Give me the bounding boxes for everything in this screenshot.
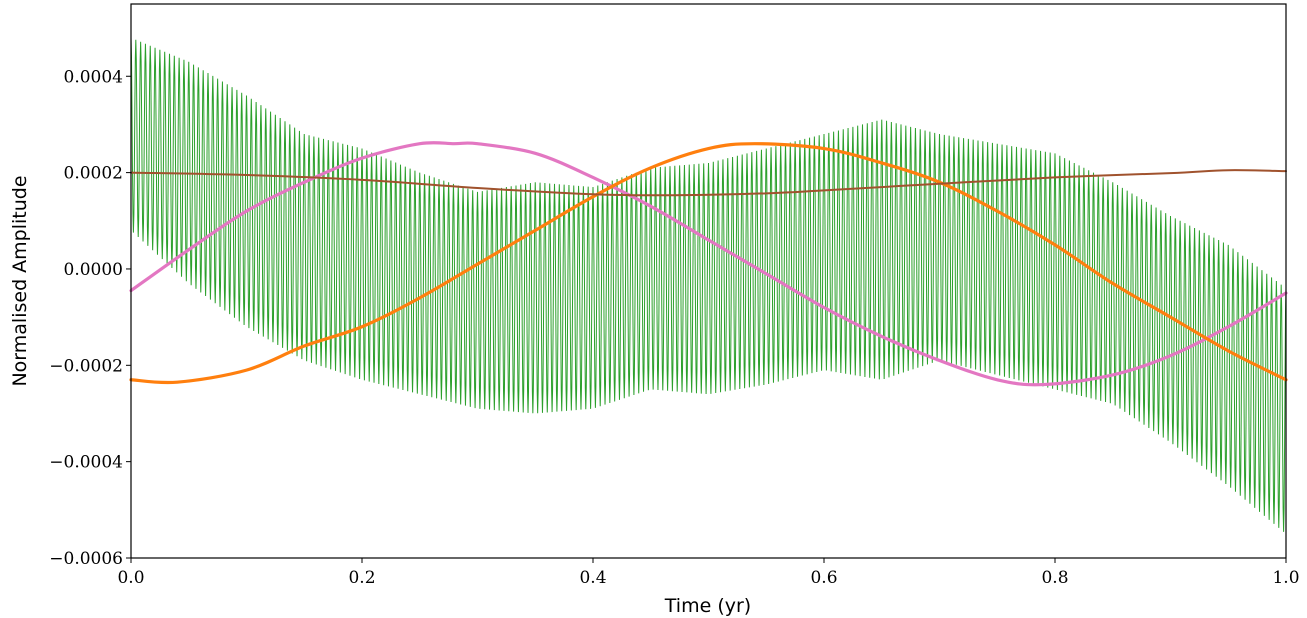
ticks-layer: 0.0 0.2 0.4 0.6 0.8 1.0 0.0004 0.0002 0.0000 −0.0… bbox=[49, 67, 1299, 588]
y-tick-label: 0.0004 bbox=[64, 67, 123, 87]
series-3-line bbox=[130, 169, 1287, 197]
x-tick-label: 0.6 bbox=[810, 568, 837, 588]
y-tick-label: −0.0006 bbox=[49, 549, 123, 569]
x-tick-label: 0.2 bbox=[348, 568, 375, 588]
x-axis-label: Time (yr) bbox=[664, 595, 751, 617]
y-tick-label: 0.0002 bbox=[64, 164, 123, 184]
y-axis-label: Normalised Amplitude bbox=[9, 175, 31, 386]
series-2-line bbox=[129, 142, 1288, 385]
series-0-oscillation-line bbox=[130, 37, 1287, 532]
x-tick-label: 0.8 bbox=[1041, 568, 1068, 588]
y-tick-label: 0.0000 bbox=[64, 260, 123, 280]
series-1-line bbox=[129, 141, 1288, 387]
x-tick-label: 0.0 bbox=[117, 568, 144, 588]
plot-frame bbox=[130, 3, 1287, 559]
y-tick-label: −0.0004 bbox=[49, 453, 123, 473]
series-layer bbox=[129, 37, 1288, 532]
x-tick-label: 0.4 bbox=[579, 568, 606, 588]
y-tick-label: −0.0002 bbox=[49, 356, 123, 376]
x-tick-label: 1.0 bbox=[1272, 568, 1299, 588]
